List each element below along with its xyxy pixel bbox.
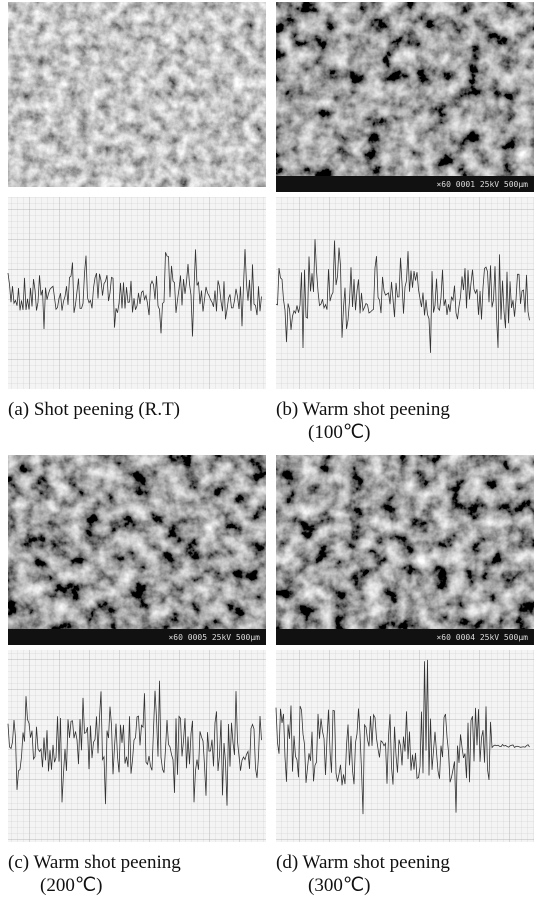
sem-image — [8, 2, 266, 187]
info-bar — [276, 629, 534, 645]
caption: (300℃) — [308, 875, 371, 896]
caption: (b) Warm shot peening — [276, 399, 450, 420]
caption: (a) Shot peening (R.T) — [8, 399, 180, 420]
caption: (100℃) — [308, 422, 371, 443]
info-bar-text: ×60 0005 25kV 500μm — [168, 633, 260, 642]
caption: (c) Warm shot peening — [8, 852, 181, 873]
info-bar-text: ×60 0004 25kV 500μm — [436, 633, 528, 642]
info-bar — [8, 629, 266, 645]
profile-trace — [275, 659, 530, 815]
sem-image — [276, 2, 534, 187]
trace-grid-major — [8, 650, 266, 842]
info-bar — [276, 176, 534, 192]
caption: (200℃) — [40, 875, 103, 896]
caption: (d) Warm shot peening — [276, 852, 450, 873]
sem-image — [276, 455, 534, 640]
info-bar-text: ×60 0001 25kV 500μm — [436, 180, 528, 189]
sem-image — [8, 455, 266, 640]
profile-trace — [7, 680, 262, 806]
profile-trace — [7, 249, 262, 337]
trace-grid-major — [8, 197, 266, 389]
profile-trace — [275, 239, 530, 353]
